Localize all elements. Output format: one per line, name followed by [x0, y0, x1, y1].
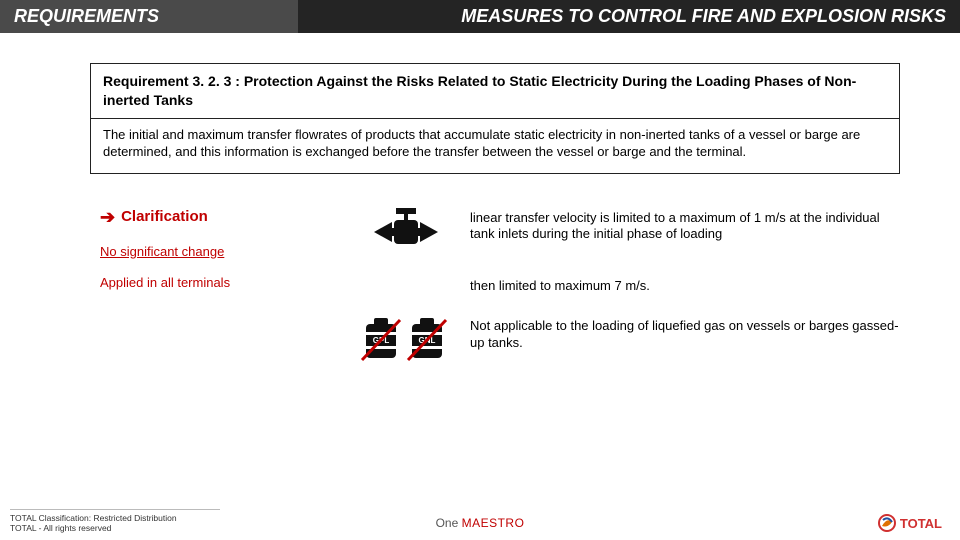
barrels-crossed-icon: GPL GNL — [360, 316, 452, 364]
footer-divider — [10, 509, 220, 510]
detail-text-2: then limited to maximum 7 m/s. — [470, 276, 900, 295]
clarification-heading: ➔ Clarification — [100, 208, 360, 226]
brand-one: One — [436, 516, 462, 530]
footer-brand: One MAESTRO — [0, 516, 960, 530]
header-left: REQUIREMENTS — [0, 0, 298, 33]
requirement-title-box: Requirement 3. 2. 3 : Protection Against… — [90, 63, 900, 119]
requirement-body: The initial and maximum transfer flowrat… — [103, 127, 887, 161]
logo-right: TOTAL — [878, 514, 942, 532]
detail-row-1: linear transfer velocity is limited to a… — [360, 208, 900, 254]
lower-section: ➔ Clarification No significant change Ap… — [90, 208, 900, 387]
header-bar: REQUIREMENTS MEASURES TO CONTROL FIRE AN… — [0, 0, 960, 33]
clarification-column: ➔ Clarification No significant change Ap… — [90, 208, 360, 290]
clarification-heading-text: Clarification — [121, 208, 208, 225]
valve-icon — [360, 208, 452, 254]
detail-text-3: Not applicable to the loading of liquefi… — [470, 316, 900, 352]
brand-maestro: MAESTRO — [462, 516, 525, 530]
detail-row-3: GPL GNL Not applicable to the loading of… — [360, 316, 900, 364]
clarification-line-1: No significant change — [100, 244, 360, 259]
detail-text-1: linear transfer velocity is limited to a… — [470, 208, 900, 244]
detail-row-2: then limited to maximum 7 m/s. — [360, 276, 900, 295]
requirement-body-box: The initial and maximum transfer flowrat… — [90, 119, 900, 174]
details-column: linear transfer velocity is limited to a… — [360, 208, 900, 387]
total-logo-icon — [878, 514, 896, 532]
content-area: Requirement 3. 2. 3 : Protection Against… — [0, 33, 960, 386]
requirement-title: Requirement 3. 2. 3 : Protection Against… — [103, 72, 887, 110]
clarification-line-2: Applied in all terminals — [100, 275, 360, 290]
logo-text: TOTAL — [900, 516, 942, 531]
arrow-right-icon: ➔ — [100, 208, 115, 226]
header-right: MEASURES TO CONTROL FIRE AND EXPLOSION R… — [298, 0, 960, 33]
